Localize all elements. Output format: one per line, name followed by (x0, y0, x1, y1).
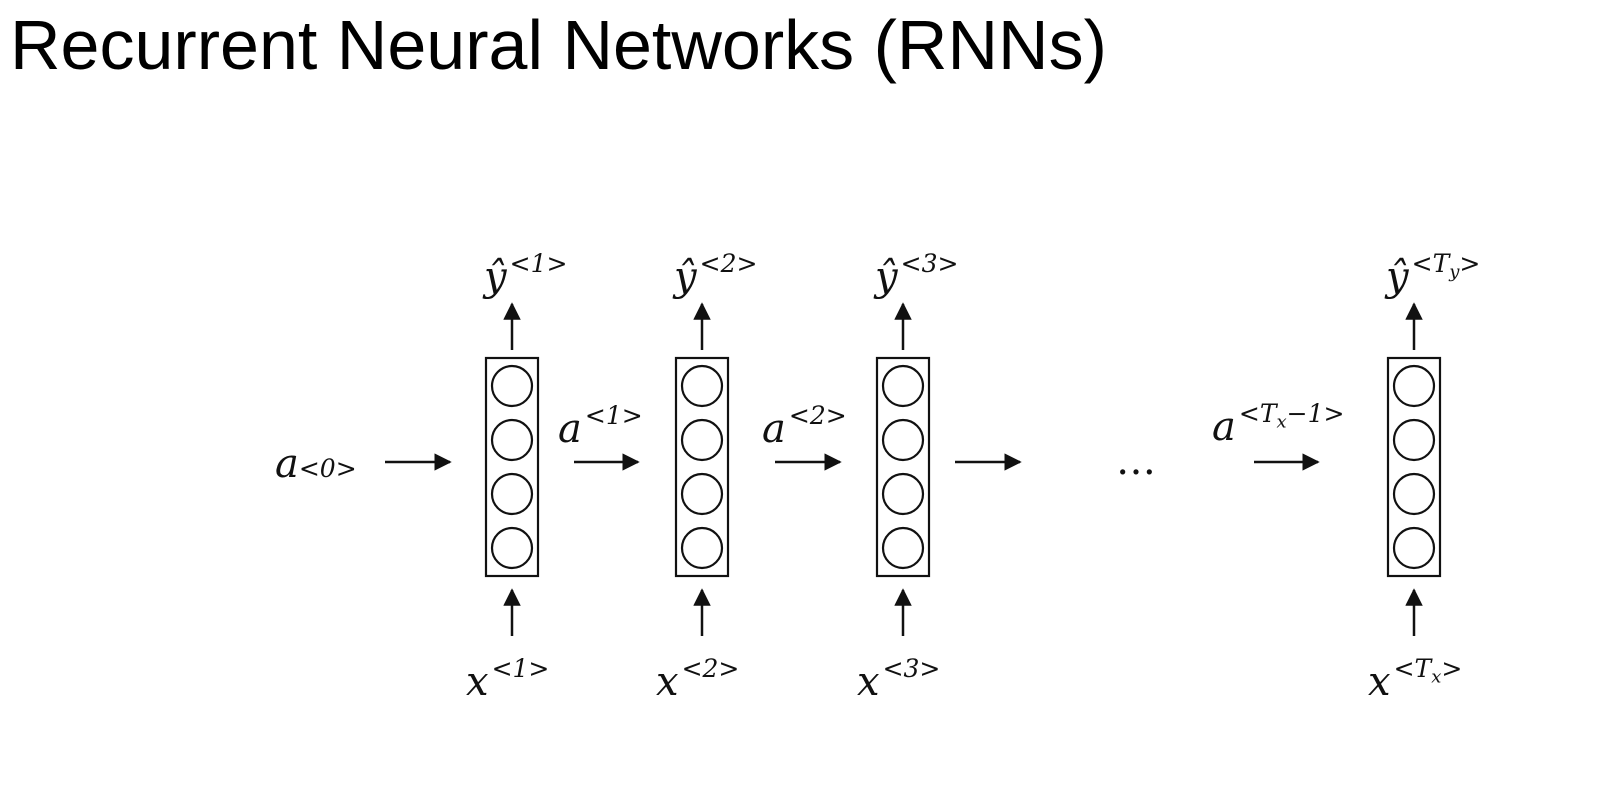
hidden-unit-4 (1392, 526, 1436, 570)
cell-box (875, 356, 931, 578)
ellipsis: … (1116, 438, 1156, 484)
input-label-4: x <Tx> (1368, 654, 1462, 705)
hidden-unit-3 (881, 472, 925, 516)
rnn-cell-1 (484, 356, 540, 578)
rnn-cell-4 (1386, 356, 1442, 578)
input-label-1: x <1> (466, 654, 549, 705)
input-label-2: x <2> (656, 654, 739, 705)
rnn-cell-3 (875, 356, 931, 578)
hidden-unit-4 (490, 526, 534, 570)
rnn-cell-2 (674, 356, 730, 578)
hidden-unit-3 (490, 472, 534, 516)
activation-label-1: a <1> (558, 401, 643, 452)
hidden-unit-1 (680, 364, 724, 408)
hidden-unit-1 (1392, 364, 1436, 408)
hidden-unit-4 (680, 526, 724, 570)
hidden-unit-4 (881, 526, 925, 570)
input-label-3: x <3> (857, 654, 940, 705)
hidden-unit-2 (680, 418, 724, 462)
output-label-4: ŷ <Ty> (1384, 249, 1480, 300)
output-label-1: ŷ <1> (482, 249, 567, 300)
hidden-unit-3 (1392, 472, 1436, 516)
hidden-unit-1 (881, 364, 925, 408)
hidden-unit-2 (1392, 418, 1436, 462)
hidden-unit-1 (490, 364, 534, 408)
hidden-unit-2 (881, 418, 925, 462)
output-label-3: ŷ <3> (873, 249, 958, 300)
cell-box (674, 356, 730, 578)
activation-label-0: a<0> (275, 441, 357, 487)
cell-box (1386, 356, 1442, 578)
output-label-2: ŷ <2> (672, 249, 757, 300)
hidden-unit-3 (680, 472, 724, 516)
cell-box (484, 356, 540, 578)
activation-label-2: a <2> (762, 401, 847, 452)
activation-label-final: a <Tx−1> (1212, 399, 1344, 450)
slide-title: Recurrent Neural Networks (RNNs) (10, 6, 1107, 84)
hidden-unit-2 (490, 418, 534, 462)
